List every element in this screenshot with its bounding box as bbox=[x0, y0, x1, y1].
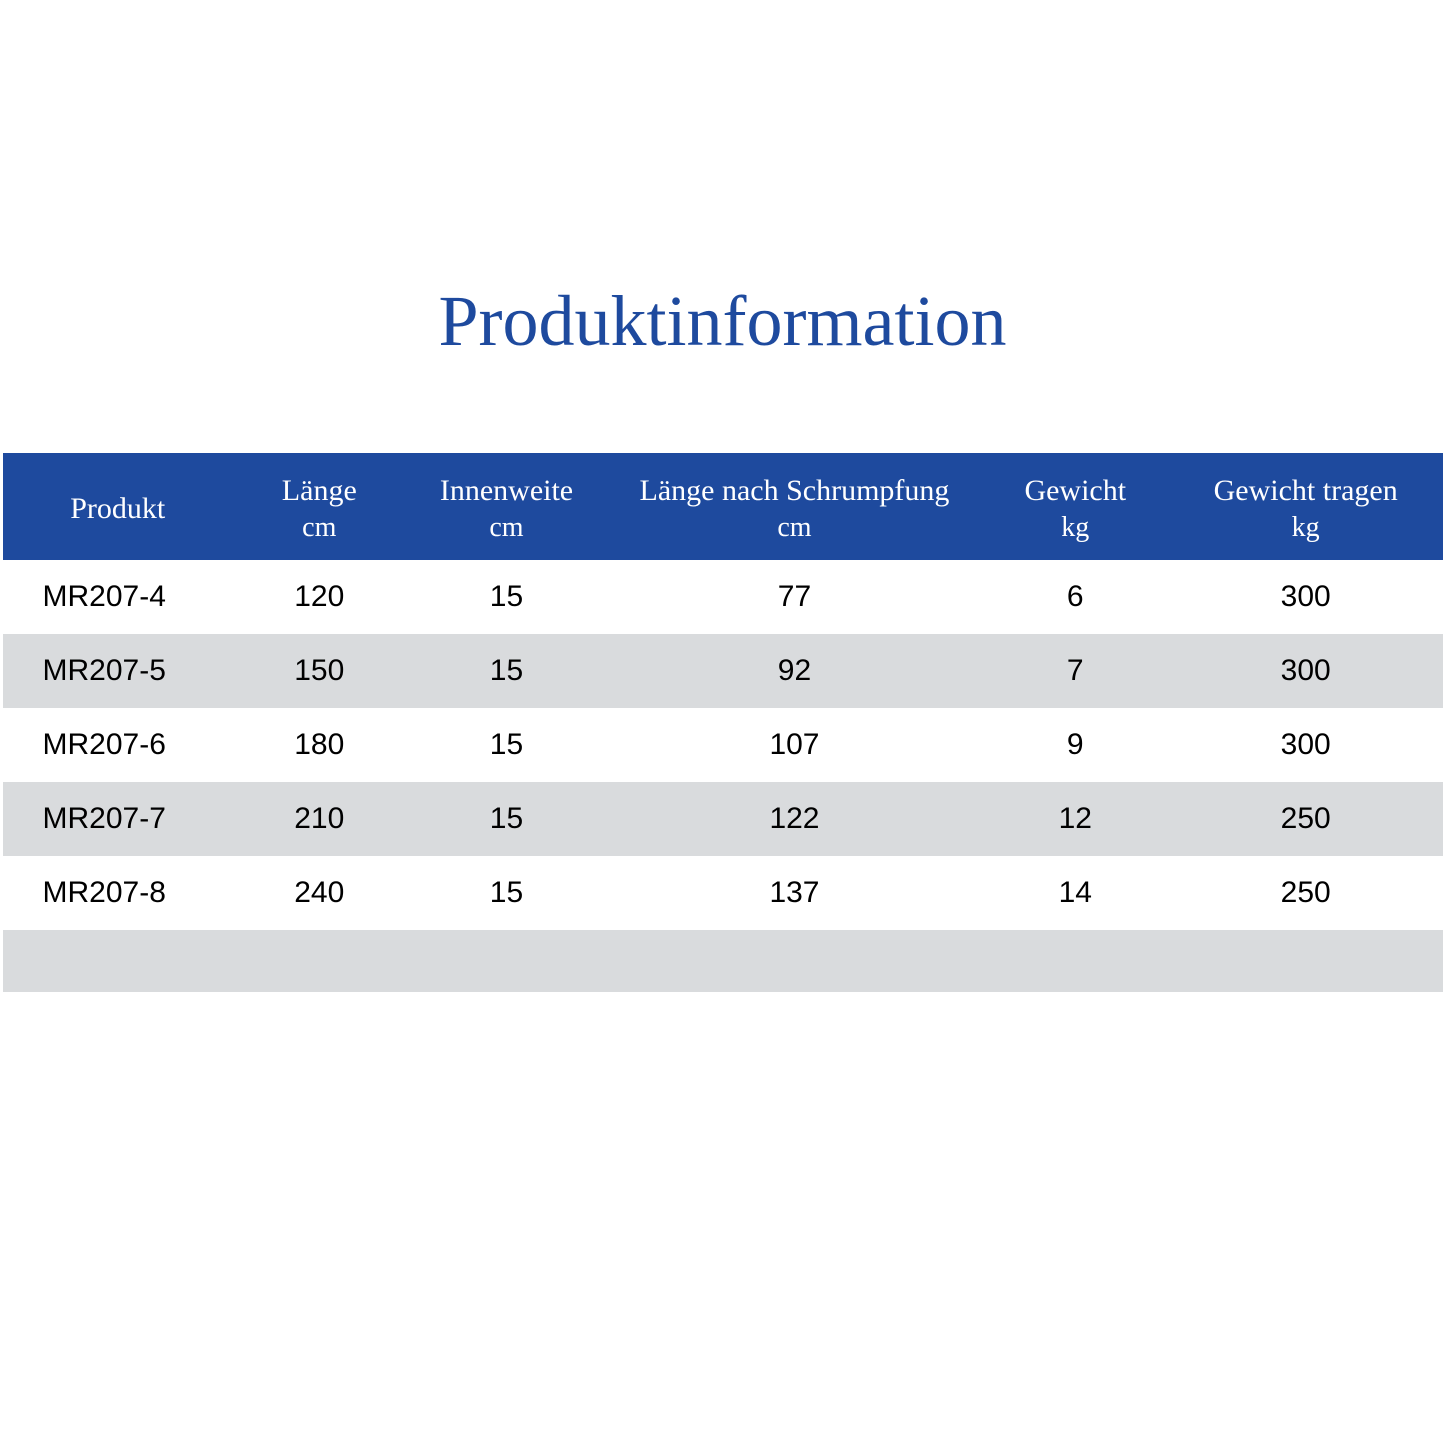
column-unit: kg bbox=[992, 510, 1159, 546]
cell-gewicht: 12 bbox=[982, 782, 1169, 856]
column-header-laenge: Länge cm bbox=[233, 453, 406, 560]
cell-innenweite: 15 bbox=[406, 856, 608, 930]
cell-laenge: 210 bbox=[233, 782, 406, 856]
cell-tragen: 250 bbox=[1169, 782, 1443, 856]
table-row: MR207-6 180 15 107 9 300 bbox=[3, 708, 1443, 782]
cell-schrumpfung: 122 bbox=[607, 782, 981, 856]
table-row: MR207-5 150 15 92 7 300 bbox=[3, 634, 1443, 708]
cell-produkt: MR207-5 bbox=[3, 634, 233, 708]
cell-laenge: 240 bbox=[233, 856, 406, 930]
cell-tragen: 300 bbox=[1169, 634, 1443, 708]
column-header-produkt: Produkt bbox=[3, 453, 233, 560]
cell-schrumpfung: 92 bbox=[607, 634, 981, 708]
column-header-innenweite: Innenweite cm bbox=[406, 453, 608, 560]
cell-produkt: MR207-7 bbox=[3, 782, 233, 856]
column-label: Gewicht tragen bbox=[1214, 474, 1398, 507]
cell-laenge: 180 bbox=[233, 708, 406, 782]
table-row-empty bbox=[3, 930, 1443, 992]
cell-produkt: MR207-4 bbox=[3, 560, 233, 634]
cell-produkt: MR207-8 bbox=[3, 856, 233, 930]
cell-schrumpfung: 137 bbox=[607, 856, 981, 930]
cell-laenge: 150 bbox=[233, 634, 406, 708]
cell-innenweite: 15 bbox=[406, 708, 608, 782]
cell-laenge: 120 bbox=[233, 560, 406, 634]
column-unit: cm bbox=[416, 510, 598, 546]
cell-schrumpfung: 107 bbox=[607, 708, 981, 782]
table-row: MR207-8 240 15 137 14 250 bbox=[3, 856, 1443, 930]
cell-produkt: MR207-6 bbox=[3, 708, 233, 782]
cell-tragen: 250 bbox=[1169, 856, 1443, 930]
column-unit: cm bbox=[617, 510, 971, 546]
cell-gewicht: 9 bbox=[982, 708, 1169, 782]
table-header-row: Produkt Länge cm Innenweite cm Länge nac… bbox=[3, 453, 1443, 560]
column-label: Produkt bbox=[70, 492, 165, 525]
cell-gewicht: 14 bbox=[982, 856, 1169, 930]
cell-schrumpfung: 77 bbox=[607, 560, 981, 634]
column-unit: cm bbox=[243, 510, 396, 546]
table-row: MR207-4 120 15 77 6 300 bbox=[3, 560, 1443, 634]
page-title: Produktinformation bbox=[439, 280, 1007, 363]
cell-tragen: 300 bbox=[1169, 708, 1443, 782]
cell-innenweite: 15 bbox=[406, 782, 608, 856]
column-unit: kg bbox=[1179, 510, 1433, 546]
column-label: Innenweite bbox=[440, 474, 573, 507]
cell-innenweite: 15 bbox=[406, 634, 608, 708]
cell-tragen: 300 bbox=[1169, 560, 1443, 634]
column-header-gewicht: Gewicht kg bbox=[982, 453, 1169, 560]
column-header-tragen: Gewicht tragen kg bbox=[1169, 453, 1443, 560]
cell-gewicht: 6 bbox=[982, 560, 1169, 634]
table-row: MR207-7 210 15 122 12 250 bbox=[3, 782, 1443, 856]
column-header-schrumpfung: Länge nach Schrumpfung cm bbox=[607, 453, 981, 560]
column-label: Gewicht bbox=[1024, 474, 1126, 507]
cell-innenweite: 15 bbox=[406, 560, 608, 634]
cell-gewicht: 7 bbox=[982, 634, 1169, 708]
product-table: Produkt Länge cm Innenweite cm Länge nac… bbox=[3, 453, 1443, 992]
column-label: Länge nach Schrumpfung bbox=[640, 474, 950, 507]
column-label: Länge bbox=[282, 474, 357, 507]
